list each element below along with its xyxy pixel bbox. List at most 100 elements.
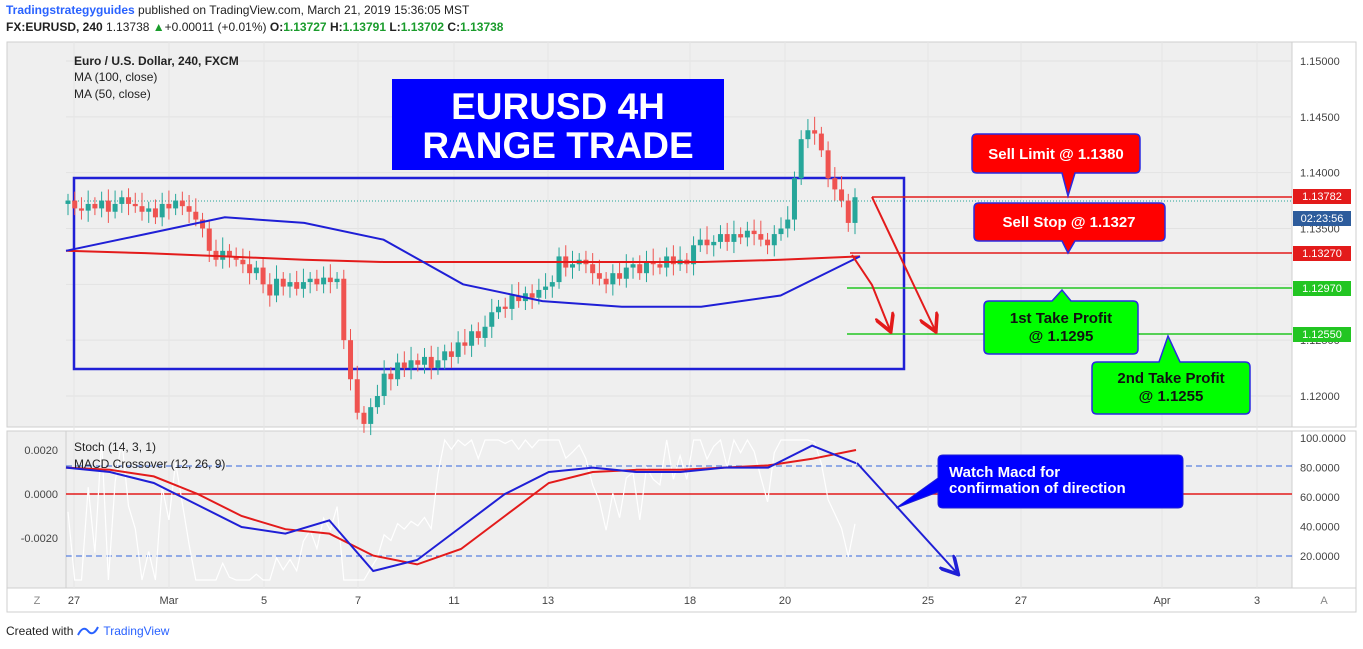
auto-scale-left-button[interactable]: Z bbox=[34, 595, 41, 607]
candle-up bbox=[173, 200, 179, 209]
candle-down bbox=[825, 150, 831, 179]
candle-up bbox=[65, 200, 71, 204]
candle-down bbox=[267, 284, 273, 296]
candle-up bbox=[791, 178, 797, 220]
red-arrow-short bbox=[851, 254, 890, 330]
candle-down bbox=[247, 264, 253, 274]
candle-down bbox=[475, 331, 481, 338]
auto-scale-right-button[interactable]: A bbox=[1320, 595, 1328, 607]
time-tick-label: 25 bbox=[922, 595, 934, 607]
publisher-link[interactable]: Tradingstrategyguides bbox=[6, 3, 135, 17]
candle-down bbox=[260, 267, 266, 285]
candle-up bbox=[711, 241, 717, 246]
candle-up bbox=[778, 228, 784, 235]
price-axis[interactable] bbox=[1291, 41, 1357, 428]
candle-down bbox=[179, 200, 185, 207]
legend-ma50: MA (50, close) bbox=[74, 87, 151, 101]
current-price-tag-text: 1.13782 bbox=[1302, 191, 1342, 203]
price-tick-label: 1.14000 bbox=[1300, 168, 1340, 180]
open-value: 1.13727 bbox=[283, 20, 327, 34]
candle-up bbox=[731, 234, 737, 242]
candle-down bbox=[832, 178, 838, 190]
candle-down bbox=[590, 264, 596, 274]
time-tick-label: 11 bbox=[448, 595, 459, 607]
candle-down bbox=[818, 133, 824, 151]
indicator-axis[interactable] bbox=[1291, 430, 1357, 589]
candle-down bbox=[327, 277, 333, 283]
candle-up bbox=[146, 208, 152, 212]
candle-down bbox=[596, 273, 602, 279]
candle-down bbox=[516, 295, 522, 302]
candle-up bbox=[482, 326, 488, 338]
candle-up bbox=[119, 197, 125, 204]
candle-down bbox=[186, 206, 192, 212]
candle-down bbox=[139, 206, 145, 212]
title-line-1: EURUSD 4H bbox=[451, 86, 665, 127]
candle-up bbox=[798, 139, 804, 179]
candle-down bbox=[72, 200, 78, 209]
up-triangle-icon: ▲ bbox=[152, 20, 165, 34]
candle-down bbox=[738, 234, 744, 238]
low-label: L: bbox=[389, 20, 401, 34]
candle-up bbox=[300, 282, 306, 289]
candle-down bbox=[839, 189, 845, 201]
candle-up bbox=[368, 407, 374, 424]
macd-tick-label: 0.0020 bbox=[24, 445, 58, 457]
high-label: H: bbox=[329, 20, 343, 34]
footer: Created with TradingView bbox=[6, 624, 169, 638]
time-axis[interactable] bbox=[6, 587, 1357, 613]
candle-down bbox=[200, 219, 206, 229]
candle-up bbox=[805, 130, 811, 140]
candle-down bbox=[193, 211, 199, 220]
candle-up bbox=[435, 360, 441, 369]
candle-down bbox=[166, 203, 172, 209]
time-tick-label: 3 bbox=[1254, 595, 1260, 607]
tp2-callout bbox=[1091, 333, 1251, 415]
symbol-info: FX:EURUSD, 240 1.13738 ▲+0.00011 (+0.01%… bbox=[6, 20, 503, 34]
time-tick-label: Mar bbox=[160, 595, 179, 607]
candle-down bbox=[603, 278, 609, 285]
footer-created: Created with bbox=[6, 624, 74, 638]
candle-up bbox=[112, 203, 118, 212]
candle-up bbox=[785, 219, 791, 229]
macd-tick-label: 0.0000 bbox=[24, 489, 58, 501]
tradingview-logo-icon[interactable] bbox=[77, 625, 100, 637]
macd-tick-label: -0.0020 bbox=[21, 533, 58, 545]
last-price: 1.13738 bbox=[106, 20, 150, 34]
price-tick-label: 1.15000 bbox=[1300, 56, 1340, 68]
candle-up bbox=[307, 278, 313, 283]
tp1-callout bbox=[983, 288, 1139, 355]
candle-down bbox=[226, 250, 232, 257]
candle-down bbox=[845, 200, 851, 223]
candle-down bbox=[724, 234, 730, 242]
tp1-tag-text: 1.12970 bbox=[1302, 283, 1342, 295]
countdown-tag-text: 02:23:56 bbox=[1301, 213, 1344, 225]
candle-up bbox=[85, 203, 91, 211]
legend-ma100: MA (100, close) bbox=[74, 70, 157, 84]
candle-down bbox=[206, 228, 212, 251]
legend-symbol: Euro / U.S. Dollar, 240, FXCM bbox=[74, 54, 239, 68]
tp1-text-2: @ 1.1295 bbox=[1029, 328, 1094, 345]
time-tick-label: 7 bbox=[355, 595, 361, 607]
close-label: C: bbox=[447, 20, 461, 34]
candle-down bbox=[650, 262, 656, 265]
legend-stoch: Stoch (14, 3, 1) bbox=[74, 440, 156, 454]
time-tick-label: 27 bbox=[1015, 595, 1027, 607]
candle-up bbox=[623, 267, 629, 279]
candle-up bbox=[643, 262, 649, 274]
tp1-text-1: 1st Take Profit bbox=[1010, 310, 1112, 327]
ma100-line bbox=[65, 249, 861, 263]
candle-down bbox=[704, 239, 710, 246]
stoch-tick-label: 60.0000 bbox=[1300, 492, 1340, 504]
candle-down bbox=[105, 200, 111, 212]
candle-up bbox=[495, 306, 501, 313]
candle-up bbox=[489, 312, 495, 327]
candle-up bbox=[381, 373, 387, 396]
stoch-tick-label: 20.0000 bbox=[1300, 551, 1340, 563]
open-label: O: bbox=[269, 20, 284, 34]
candle-up bbox=[274, 278, 280, 296]
footer-tradingview-link[interactable]: TradingView bbox=[103, 624, 170, 638]
close-value: 1.13738 bbox=[460, 20, 504, 34]
price-tick-label: 1.13500 bbox=[1300, 224, 1340, 236]
